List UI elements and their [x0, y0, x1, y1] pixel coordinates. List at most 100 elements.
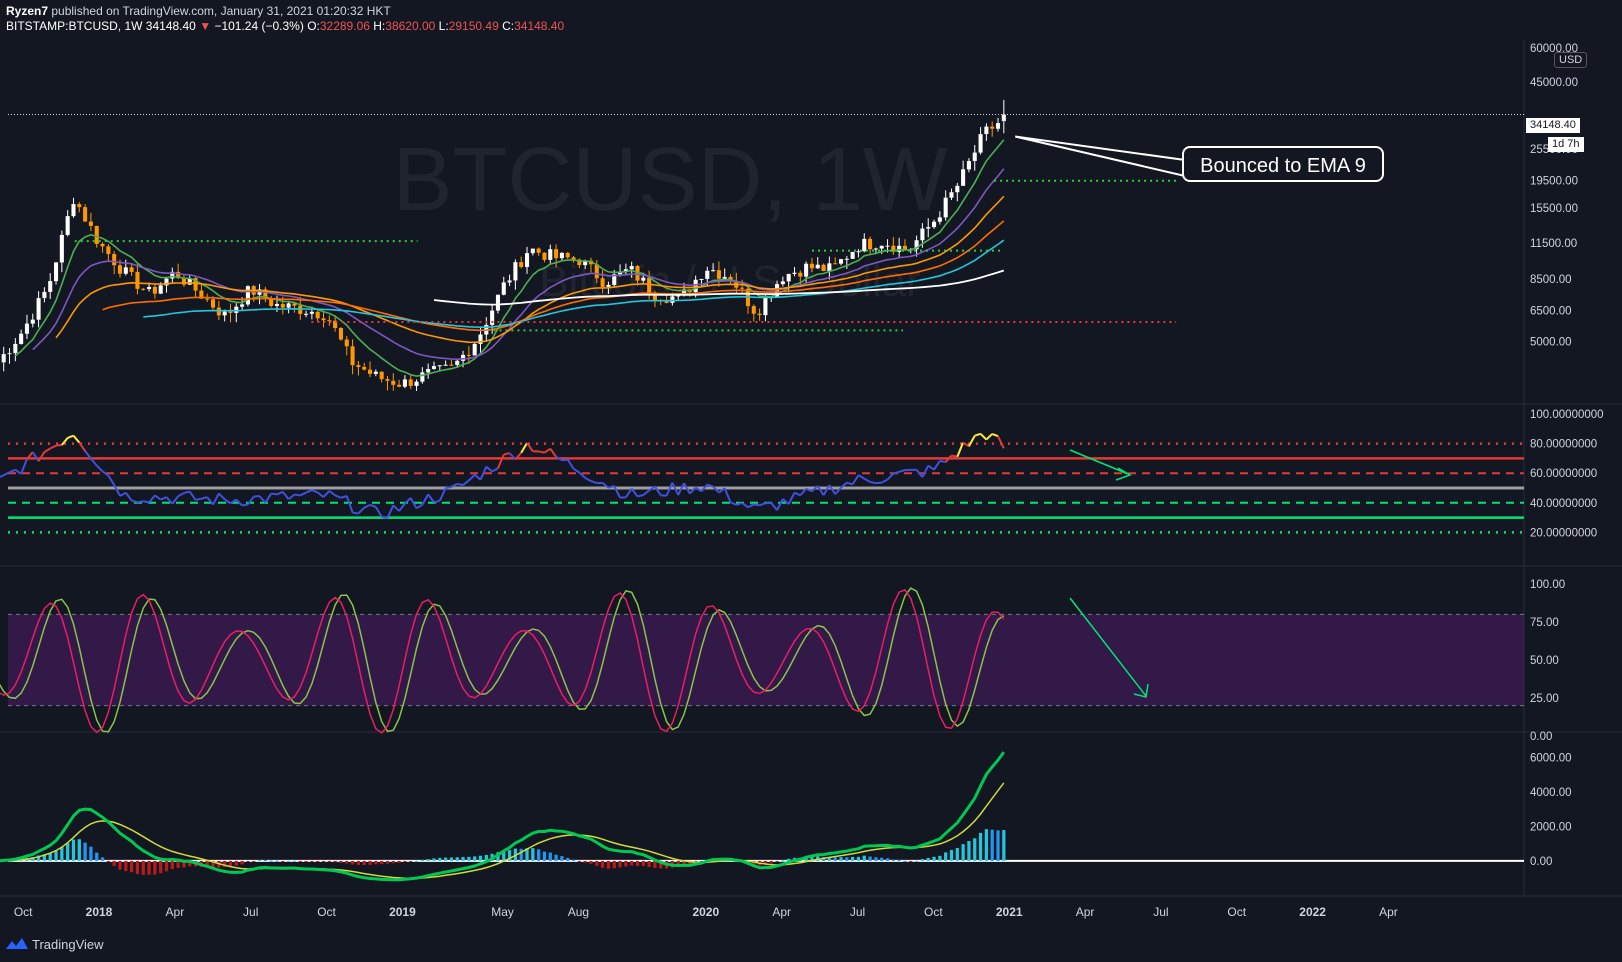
- candle-body: [181, 278, 186, 285]
- candle-body: [53, 262, 59, 282]
- macd-histogram-bar: [391, 860, 395, 864]
- rsi-tick-label: 60.00000000: [1530, 468, 1597, 480]
- rsi-segment: [43, 447, 51, 453]
- rsi-segment: [450, 482, 458, 488]
- candle-body: [711, 270, 716, 272]
- candle-body: [652, 292, 657, 301]
- rsi-segment: [148, 494, 156, 504]
- candle-body: [298, 305, 303, 314]
- rsi-segment: [915, 469, 924, 478]
- rsi-segment: [177, 492, 185, 498]
- time-axis-label: Aug: [568, 905, 589, 919]
- open-value: 32289.06: [319, 19, 370, 33]
- rsi-segment: [828, 484, 837, 495]
- time-axis-label: Jul: [850, 905, 865, 919]
- rsi-segment: [642, 489, 650, 496]
- macd-histogram-bar: [263, 859, 267, 861]
- macd-histogram-bar: [973, 838, 977, 861]
- rsi-segment: [409, 497, 418, 509]
- stoch-tick-label: 0.00: [1530, 731, 1552, 743]
- macd-histogram-bar: [920, 859, 925, 861]
- candle-body: [19, 333, 24, 344]
- candle-body: [856, 251, 861, 253]
- rsi-segment: [526, 442, 534, 452]
- time-axis-label: Oct: [317, 905, 336, 919]
- candle-body: [699, 278, 704, 280]
- author-name[interactable]: Ryzen7: [6, 4, 49, 18]
- macd-histogram-bar: [583, 860, 587, 863]
- macd-histogram-bar: [484, 854, 488, 861]
- rsi-segment: [799, 488, 807, 496]
- macd-histogram-bar: [286, 860, 291, 862]
- rsi-segment: [508, 452, 517, 461]
- macd-histogram-bar: [624, 860, 628, 867]
- rsi-segment: [601, 482, 610, 489]
- candle-body: [635, 266, 640, 281]
- rsi-segment: [276, 490, 284, 496]
- candle-body: [722, 276, 727, 279]
- high-label: H:: [373, 19, 386, 33]
- candle-body: [681, 289, 687, 294]
- rsi-segment: [404, 497, 412, 505]
- last-price-tag: 34148.40: [1526, 118, 1580, 133]
- candle-body: [838, 259, 844, 264]
- macd-histogram-bar: [635, 860, 640, 866]
- candle-body: [490, 310, 495, 325]
- price-change: −101.24 (−0.3%): [214, 19, 304, 33]
- rsi-segment: [805, 487, 813, 493]
- candle-body: [292, 303, 297, 306]
- macd-histogram-bar: [368, 860, 372, 865]
- candle-body: [466, 354, 471, 356]
- rsi-segment: [677, 482, 685, 496]
- candle-body: [868, 238, 873, 250]
- rsi-segment: [26, 451, 34, 460]
- rsi-segment: [951, 454, 958, 458]
- rsi-segment: [78, 441, 86, 452]
- candle-body: [1001, 114, 1006, 122]
- candle-body: [885, 245, 890, 247]
- rsi-segment: [55, 443, 62, 447]
- macd-histogram-bar: [269, 860, 273, 862]
- time-axis-label: Apr: [1076, 905, 1095, 919]
- stoch-tick-label: 25.00: [1530, 693, 1559, 705]
- candle-body: [902, 245, 908, 251]
- macd-histogram-bar: [147, 860, 151, 875]
- candle-body: [141, 288, 146, 290]
- rsi-segment: [72, 434, 81, 444]
- rsi-segment: [654, 485, 662, 496]
- annotation-callout[interactable]: Bounced to EMA 9: [1182, 146, 1384, 182]
- candle-body: [862, 238, 867, 252]
- candle-body: [519, 262, 524, 267]
- rsi-segment: [264, 493, 273, 504]
- candle-body: [559, 252, 564, 259]
- rsi-segment: [566, 459, 575, 470]
- bar-countdown-tag: 1d 7h: [1548, 137, 1584, 152]
- tradingview-logo[interactable]: TradingView: [6, 934, 104, 954]
- macd-histogram-bar: [531, 848, 535, 861]
- currency-badge[interactable]: USD: [1554, 52, 1588, 68]
- candle-body: [373, 371, 378, 374]
- rsi-segment: [294, 493, 301, 497]
- rsi-segment: [96, 464, 104, 473]
- candle-body: [961, 169, 966, 186]
- candle-body: [472, 343, 477, 356]
- rsi-segment: [543, 447, 551, 454]
- macd-histogram-bar: [984, 829, 989, 861]
- candle-body: [501, 282, 506, 295]
- rsi-segment: [369, 503, 377, 508]
- macd-histogram-bar: [66, 842, 70, 861]
- rsi-segment: [863, 477, 871, 483]
- macd-histogram-bar: [961, 844, 965, 861]
- candle-body: [786, 273, 791, 282]
- down-arrow-icon: ▼: [199, 19, 212, 33]
- symbol-label[interactable]: BITSTAMP:BTCUSD, 1W: [6, 19, 143, 33]
- candle-body: [304, 313, 309, 315]
- macd-histogram-bar: [426, 859, 430, 861]
- macd-histogram-bar: [885, 858, 890, 861]
- candle-body: [949, 192, 954, 198]
- publish-info: Ryzen7 published on TradingView.com, Jan…: [6, 4, 564, 19]
- candle-body: [222, 311, 227, 316]
- time-axis-label: Apr: [772, 905, 791, 919]
- candle-body: [7, 353, 12, 355]
